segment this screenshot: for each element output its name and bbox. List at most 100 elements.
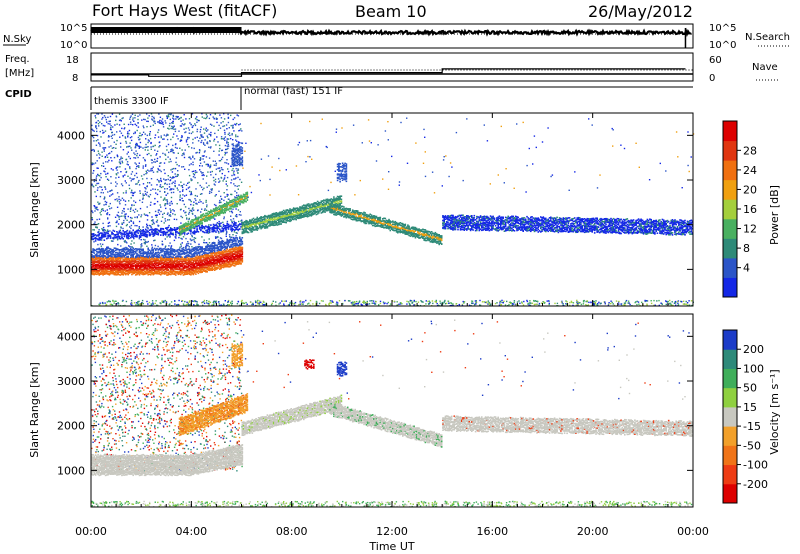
power-noise-echo: [104, 147, 107, 149]
power-band-echo: [172, 228, 175, 231]
power-noise-echo: [150, 184, 153, 186]
power-strong-echo: [126, 264, 128, 266]
power-noise-echo: [107, 218, 109, 220]
power-band-echo: [165, 255, 167, 258]
power-strong-echo: [92, 259, 94, 261]
power-strong-echo: [175, 262, 177, 265]
power-noise-echo: [228, 132, 231, 134]
power-strong-echo: [109, 257, 112, 259]
power-noise-echo: [97, 113, 100, 115]
power-noise-echo: [236, 194, 238, 197]
power-noise-echo: [93, 241, 95, 243]
power-band-echo: [101, 249, 103, 251]
power-strong-echo: [177, 273, 180, 276]
power-band-echo: [123, 235, 126, 238]
power-strong-echo: [208, 267, 211, 270]
power-band-echo: [190, 251, 192, 253]
power-noise-echo: [153, 116, 155, 119]
power-band-echo: [166, 231, 168, 234]
power-band-echo: [235, 244, 237, 247]
power-strong-echo: [218, 264, 221, 266]
power-band-echo: [118, 232, 121, 234]
power-strong-echo: [190, 260, 192, 263]
power-noise-echo: [154, 144, 156, 147]
power-band-echo: [202, 248, 205, 250]
power-strong-echo: [132, 271, 134, 273]
power-noise-echo: [169, 176, 171, 178]
power-noise-echo: [173, 152, 175, 154]
power-noise-echo: [167, 127, 169, 129]
power-strong-echo: [131, 267, 133, 270]
power-strong-echo: [211, 262, 213, 265]
power-band-echo: [92, 238, 94, 241]
power-noise-echo: [169, 208, 171, 210]
power-noise-echo: [231, 236, 233, 239]
power-noise-echo: [138, 166, 140, 168]
power-strong-echo: [175, 260, 177, 262]
power-noise-echo: [200, 201, 202, 203]
power-strong-echo: [211, 254, 213, 257]
power-noise-echo: [192, 138, 194, 141]
power-noise-echo: [112, 240, 114, 242]
power-band-echo: [141, 255, 143, 257]
power-strong-echo: [141, 258, 143, 261]
power-strong-echo: [155, 267, 157, 269]
power-noise-echo: [99, 186, 101, 188]
power-strong-echo: [104, 257, 107, 259]
power-rising-echo: [206, 212, 208, 215]
power-strong-echo: [153, 260, 156, 262]
power-noise-echo: [151, 246, 153, 248]
power-band-echo: [94, 236, 97, 239]
power-strong-echo: [198, 271, 201, 273]
power-band-echo: [177, 232, 180, 234]
power-noise-echo: [130, 139, 133, 142]
power-noise-echo: [159, 156, 161, 158]
power-noise-echo: [201, 155, 204, 157]
power-noise-echo: [188, 146, 190, 148]
power-strong-echo: [172, 263, 175, 266]
power-strong-echo: [190, 272, 192, 274]
power-noise-echo: [110, 207, 113, 209]
power-strong-echo: [113, 273, 116, 275]
power-band-echo: [205, 248, 207, 251]
power-noise-echo: [149, 125, 152, 128]
power-noise-echo: [198, 149, 201, 151]
power-noise-echo: [190, 203, 192, 206]
power-noise-echo: [183, 246, 185, 249]
power-strong-echo: [186, 273, 188, 275]
power-strong-echo: [201, 268, 203, 271]
power-strong-echo: [221, 252, 223, 255]
power-strong-echo: [152, 263, 155, 265]
power-strong-echo: [177, 260, 180, 263]
power-rising-echo: [216, 207, 218, 210]
power-noise-echo: [223, 113, 225, 115]
power-strong-echo: [223, 263, 226, 265]
power-noise-echo: [196, 136, 198, 138]
power-noise-echo: [181, 190, 184, 192]
power-strong-echo: [191, 257, 193, 260]
power-strong-echo: [177, 263, 180, 266]
power-strong-echo: [98, 266, 101, 268]
power-strong-echo: [151, 262, 153, 265]
power-rising-echo: [190, 222, 192, 225]
power-strong-echo: [106, 262, 108, 264]
power-strong-echo: [212, 252, 215, 255]
power-strong-echo: [118, 256, 121, 258]
power-rising-echo: [198, 216, 201, 219]
power-strong-echo: [171, 265, 173, 268]
power-noise-echo: [170, 138, 172, 141]
power-strong-echo: [207, 269, 210, 271]
power-band-echo: [236, 228, 239, 231]
power-strong-echo: [123, 268, 126, 271]
power-band-echo: [235, 242, 237, 244]
station-title: Fort Hays West (fitACF): [92, 1, 277, 20]
power-strong-echo: [134, 260, 137, 262]
power-noise-echo: [103, 142, 105, 144]
power-noise-echo: [102, 243, 104, 246]
power-noise-echo: [203, 174, 205, 177]
power-noise-echo: [171, 188, 173, 190]
power-strong-echo: [240, 254, 242, 257]
power-strong-echo: [119, 258, 122, 261]
power-band-echo: [232, 243, 235, 245]
power-noise-echo: [124, 180, 126, 182]
